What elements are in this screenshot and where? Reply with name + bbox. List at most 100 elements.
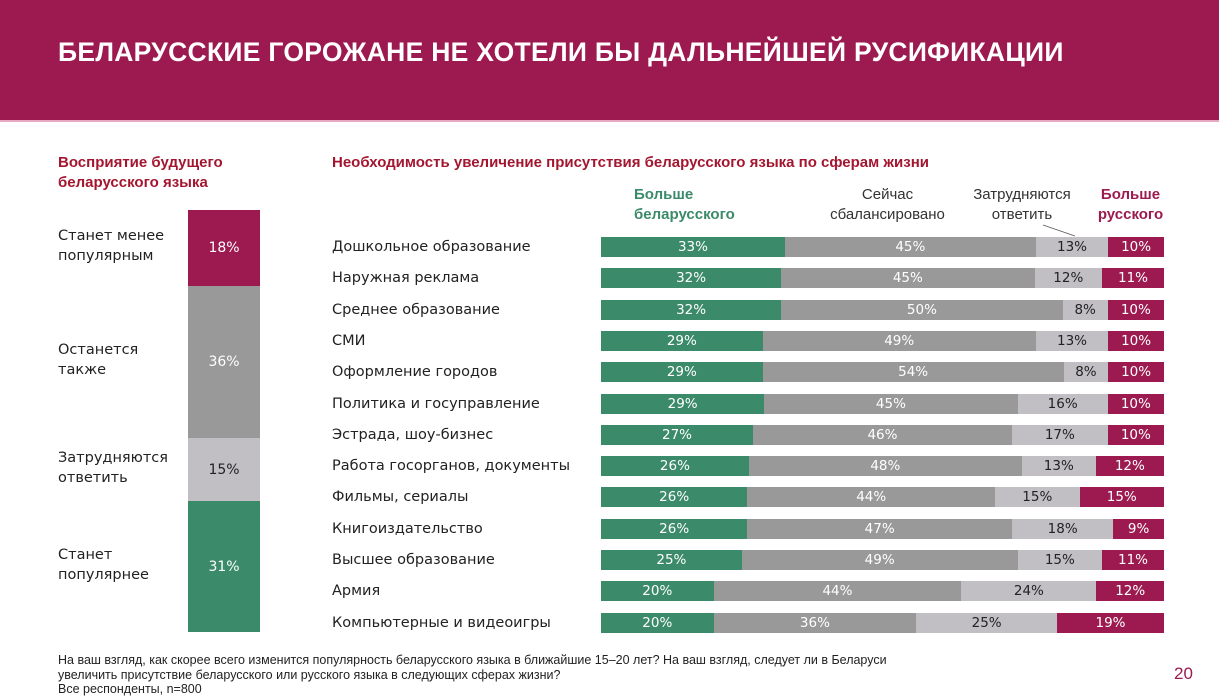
bar-segment: 19% (1057, 613, 1164, 633)
vertical-segment: 18% (188, 210, 260, 286)
bar-segment: 13% (1035, 331, 1109, 351)
bar-value-label: 25% (656, 552, 687, 568)
bar-segment: 26% (601, 519, 748, 539)
bar-segment: 47% (747, 519, 1012, 539)
bar-value-label: 32% (676, 302, 707, 318)
bar-value-label: 10% (1121, 239, 1152, 255)
segment-category-label: Затрудняются ответить (58, 449, 168, 486)
bar-value-label: 45% (875, 396, 906, 412)
bar-value-label: 11% (1118, 552, 1149, 568)
row-category-label: СМИ (332, 333, 366, 349)
bar-segment: 25% (601, 550, 742, 570)
bar-value-label: 11% (1118, 270, 1149, 286)
legend-more-russian: Больше русского (1093, 185, 1168, 225)
bar-value-label: 29% (666, 364, 697, 380)
bar-segment: 10% (1108, 331, 1164, 351)
bar-value-label: 50% (906, 302, 937, 318)
bar-segment: 16% (1017, 394, 1108, 414)
bar-value-label: 25% (971, 615, 1002, 631)
segment-value-label: 15% (208, 461, 240, 478)
bar-segment: 45% (784, 237, 1036, 257)
bar-segment: 29% (601, 362, 763, 382)
bar-segment: 44% (713, 581, 962, 601)
stacked-bar-row: 20% 36% 25% 19% (601, 613, 1164, 633)
footnote: На ваш взгляд, как скорее всего изменитс… (58, 653, 1088, 697)
stacked-bar-row: 26% 44% 15% 15% (601, 487, 1164, 507)
bar-segment: 12% (1096, 581, 1164, 601)
bar-value-label: 49% (884, 333, 915, 349)
bar-value-label: 10% (1121, 333, 1152, 349)
bar-value-label: 33% (677, 239, 708, 255)
bar-segment: 54% (762, 362, 1064, 382)
bar-segment: 45% (764, 394, 1018, 414)
slide-header: БЕЛАРУССКИЕ ГОРОЖАНЕ НЕ ХОТЕЛИ БЫ ДАЛЬНЕ… (0, 0, 1219, 122)
bar-segment: 8% (1063, 362, 1109, 382)
segment-category-label: Останется также (58, 342, 139, 378)
bar-value-label: 49% (864, 552, 895, 568)
bar-segment: 8% (1062, 300, 1108, 320)
bar-value-label: 10% (1120, 427, 1151, 443)
stacked-bar-row: 29% 45% 16% 10% (601, 394, 1164, 414)
bar-segment: 15% (995, 487, 1080, 507)
bar-segment: 13% (1035, 237, 1109, 257)
row-category-label: Наружная реклама (332, 270, 480, 286)
legend-more-belarusian-line2: беларусского (634, 206, 735, 223)
row-category-label: Компьютерные и видеоигры (332, 615, 551, 631)
stacked-bar-row: 32% 50% 8% 10% (601, 300, 1164, 320)
bar-segment: 44% (747, 487, 996, 507)
bar-value-label: 19% (1095, 615, 1126, 631)
bar-value-label: 54% (898, 364, 929, 380)
vertical-segment: 36% (188, 286, 260, 438)
bar-segment: 12% (1034, 268, 1103, 288)
bar-segment: 10% (1108, 237, 1164, 257)
bar-value-label: 44% (822, 583, 853, 599)
legend-hard-to-say-line2: ответить (991, 206, 1053, 223)
stacked-bar-row: 20% 44% 24% 12% (601, 581, 1164, 601)
leader-line (1042, 224, 1076, 237)
bar-value-label: 24% (1013, 583, 1044, 599)
bar-value-label: 17% (1044, 427, 1075, 443)
legend-hard-to-say: Затрудняются ответить (961, 185, 1083, 225)
bar-value-label: 48% (870, 458, 901, 474)
bar-segment: 17% (1011, 425, 1108, 445)
row-category-label: Работа госорганов, документы (332, 458, 571, 474)
stacked-bar-row: 32% 45% 12% 11% (601, 268, 1164, 288)
bar-segment: 32% (601, 268, 782, 288)
left-chart-title: Восприятие будущего беларусского языка (58, 154, 223, 191)
bar-segment: 20% (601, 613, 714, 633)
stacked-bar-row: 26% 47% 18% 9% (601, 519, 1164, 539)
segment-value-label: 31% (208, 558, 240, 575)
legend-hard-to-say-line1: Затрудняются (973, 186, 1071, 203)
bar-segment: 36% (713, 613, 917, 633)
row-category-label: Армия (332, 583, 381, 599)
bar-value-label: 45% (892, 270, 923, 286)
bar-value-label: 45% (895, 239, 926, 255)
footnote-question-1: На ваш взгляд, как скорее всего изменитс… (58, 653, 887, 667)
bar-value-label: 18% (1047, 521, 1078, 537)
bar-value-label: 8% (1075, 364, 1097, 380)
footnote-question-2: увеличить присутствие беларусского или р… (58, 667, 561, 682)
bar-value-label: 15% (1044, 552, 1075, 568)
bar-value-label: 15% (1106, 489, 1137, 505)
bar-segment: 9% (1113, 519, 1164, 539)
stacked-bar-row: 27% 46% 17% 10% (601, 425, 1164, 445)
bar-value-label: 29% (666, 333, 697, 349)
bar-value-label: 9% (1127, 521, 1150, 537)
row-category-label: Политика и госуправление (332, 396, 540, 412)
segment-category-label: Станет менее популярным (58, 228, 165, 264)
legend-more-russian-line1: Больше (1100, 186, 1161, 203)
bar-segment: 50% (781, 300, 1063, 320)
bar-segment: 49% (741, 550, 1018, 570)
row-category-label: Фильмы, сериалы (332, 489, 469, 505)
bar-segment: 15% (1017, 550, 1103, 570)
bar-value-label: 12% (1114, 458, 1145, 474)
bar-segment: 10% (1107, 425, 1164, 445)
row-category-label: Эстрада, шоу-бизнес (332, 427, 494, 443)
bar-segment: 48% (748, 456, 1022, 476)
bar-value-label: 44% (856, 489, 887, 505)
bar-value-label: 29% (667, 396, 698, 412)
legend-more-belarusian: Больше беларусского (634, 185, 735, 225)
bar-value-label: 12% (1115, 583, 1146, 599)
bar-value-label: 16% (1047, 396, 1078, 412)
bar-value-label: 13% (1056, 333, 1087, 349)
